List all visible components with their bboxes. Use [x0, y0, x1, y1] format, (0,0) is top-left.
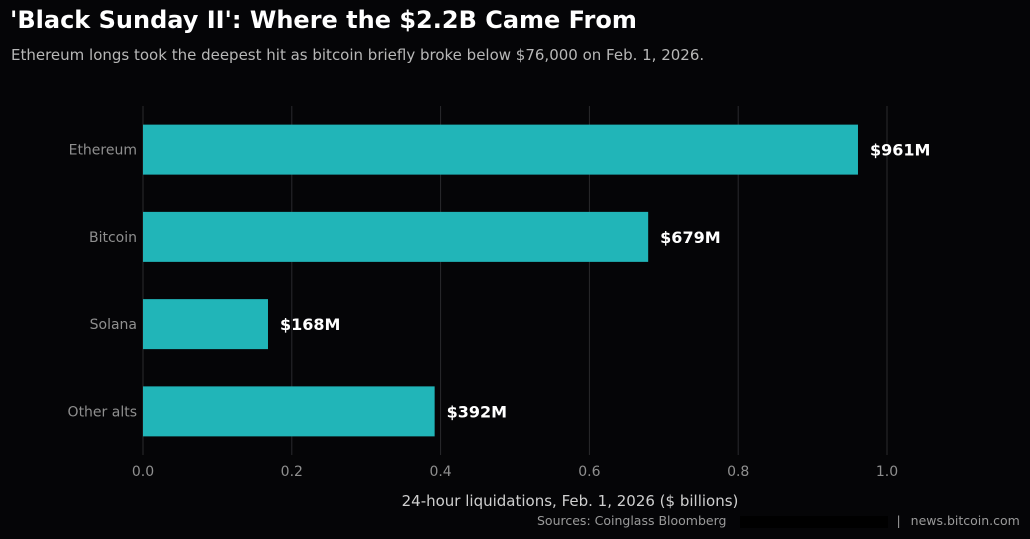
site-label[interactable]: news.bitcoin.com [910, 513, 1020, 528]
x-tick-label: 0.4 [429, 464, 451, 480]
x-tick-label: 1.0 [876, 464, 898, 480]
chart-title: 'Black Sunday II': Where the $2.2B Came … [10, 6, 637, 34]
category-labels: Ethereum Bitcoin Solana Other alts [68, 143, 137, 421]
x-tick-label: 0.2 [281, 464, 303, 480]
x-tick-label: 0.6 [578, 464, 600, 480]
sources-label: Sources: Coinglass Bloomberg [537, 513, 727, 528]
redacted-block [740, 515, 889, 528]
bar-solana [143, 299, 268, 350]
data-labels: $961M $679M $168M $392M [280, 141, 930, 422]
data-label: $168M [280, 315, 340, 334]
bar-other-alts [143, 386, 435, 437]
x-tick-labels: 0.0 0.2 0.4 0.6 0.8 1.0 [132, 464, 898, 480]
category-label: Bitcoin [89, 230, 137, 246]
data-label: $961M [870, 141, 930, 160]
bars [143, 124, 858, 437]
x-axis-label: 24-hour liquidations, Feb. 1, 2026 ($ bi… [402, 492, 739, 510]
bar-ethereum [143, 124, 858, 175]
category-label: Other alts [68, 404, 137, 420]
source-footer: Sources: Coinglass Bloomberg | news.bitc… [537, 513, 1020, 528]
x-tick-label: 0.8 [727, 464, 749, 480]
chart-subtitle: Ethereum longs took the deepest hit as b… [11, 46, 705, 64]
x-tick-label: 0.0 [132, 464, 154, 480]
source-separator: | [896, 513, 901, 528]
bar-bitcoin [143, 211, 649, 262]
data-label: $392M [447, 402, 507, 421]
category-label: Ethereum [69, 143, 137, 159]
category-label: Solana [90, 317, 137, 333]
data-label: $679M [660, 228, 720, 247]
